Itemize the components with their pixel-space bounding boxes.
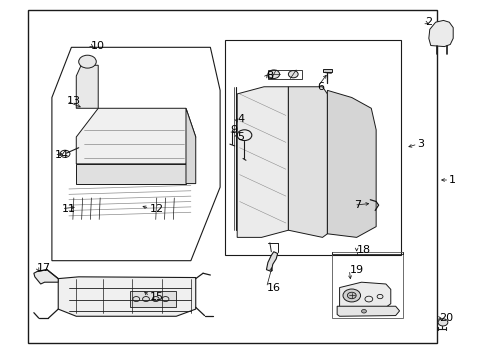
Bar [130,291,176,307]
Polygon shape [327,90,375,237]
Text: 1: 1 [448,175,455,185]
Text: 6: 6 [317,82,324,92]
Text: 12: 12 [149,204,163,214]
Polygon shape [428,21,452,46]
Circle shape [346,292,355,299]
Text: 17: 17 [37,263,51,273]
Bar [331,252,402,318]
Text: 4: 4 [237,114,244,124]
Text: 16: 16 [266,283,280,293]
Polygon shape [237,87,288,237]
Circle shape [288,71,298,78]
Bar [224,40,400,255]
Circle shape [437,319,447,326]
Text: 15: 15 [149,292,163,302]
Polygon shape [76,164,185,184]
Polygon shape [336,306,399,316]
Text: 2: 2 [424,17,431,27]
Text: 20: 20 [439,313,453,323]
Text: 10: 10 [91,41,105,50]
Bar [267,69,302,79]
Text: 5: 5 [237,132,244,142]
Polygon shape [339,282,390,307]
Circle shape [79,55,96,68]
Polygon shape [288,87,327,237]
Text: 3: 3 [417,139,424,149]
Circle shape [342,289,360,302]
Text: 19: 19 [348,265,363,275]
Polygon shape [266,252,277,271]
Text: 9: 9 [229,125,237,135]
Polygon shape [185,108,195,184]
Text: 8: 8 [266,71,273,81]
Polygon shape [34,270,58,284]
Text: 13: 13 [66,96,81,106]
Text: 11: 11 [61,204,76,214]
Text: 7: 7 [353,200,361,210]
Text: 18: 18 [356,245,370,255]
Circle shape [267,70,279,78]
Polygon shape [58,277,195,316]
Circle shape [361,310,366,313]
Text: 14: 14 [54,150,68,160]
Polygon shape [76,108,195,164]
Bar [27,10,436,343]
Polygon shape [76,65,98,108]
Polygon shape [323,69,331,72]
